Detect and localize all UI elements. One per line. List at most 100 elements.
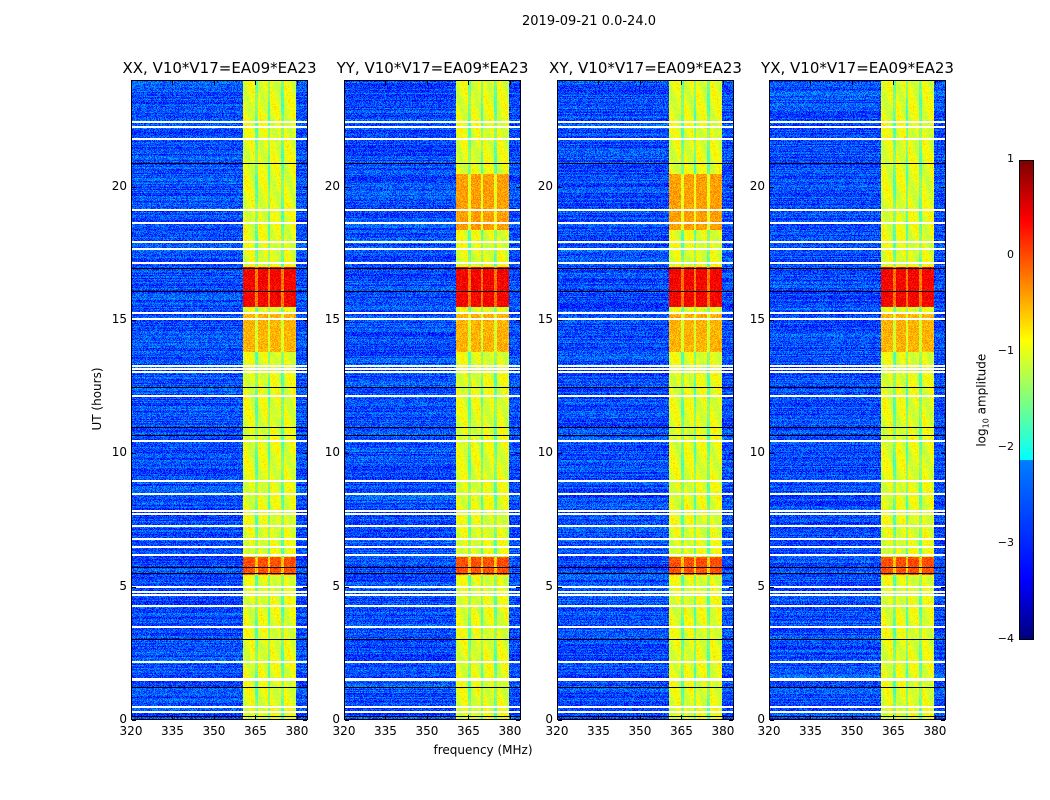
x-tick-label: 350 [840, 724, 864, 738]
heatmap-panel-3 [557, 80, 734, 720]
y-tick-label: 0 [545, 712, 553, 726]
x-tick-label: 380 [285, 724, 309, 738]
colorbar-tick-label: 0 [1007, 248, 1014, 261]
x-tick-label: 365 [457, 724, 480, 738]
y-tick-mark [770, 453, 774, 455]
x-tick-label: 320 [757, 724, 781, 738]
x-tick-mark [557, 715, 558, 719]
x-tick-mark [385, 715, 387, 719]
y-tick-mark [770, 586, 774, 588]
y-tick-mark [303, 320, 307, 321]
y-tick-mark [729, 186, 733, 188]
x-tick-mark [344, 715, 345, 719]
colorbar-tick-label: −2 [997, 440, 1014, 453]
x-tick-mark [255, 81, 257, 85]
colorbar-tick-label: −3 [997, 536, 1014, 549]
x-tick-mark [722, 715, 724, 719]
x-tick-mark [769, 81, 770, 85]
x-tick-mark [213, 715, 215, 719]
x-tick-mark [934, 81, 936, 85]
y-tick-label: 15 [537, 312, 553, 326]
y-tick-label: 0 [757, 712, 765, 726]
x-tick-mark [934, 715, 936, 719]
y-tick-label: 5 [332, 578, 340, 593]
heatmap-panel-4 [769, 80, 946, 720]
panel-title: YY, V10*V17=EA09*EA23 [336, 59, 529, 77]
y-tick-label: 10 [111, 445, 127, 460]
y-tick-mark [941, 586, 945, 588]
y-tick-label: 5 [119, 578, 127, 593]
x-tick-label: 365 [670, 724, 693, 738]
x-tick-mark [172, 715, 174, 719]
x-tick-mark [426, 715, 428, 719]
colorbar-tick-label: −1 [997, 344, 1014, 357]
colorbar-label-rest: amplitude [974, 353, 989, 419]
x-tick-mark [769, 715, 770, 719]
y-tick-mark [303, 586, 307, 588]
y-tick-label: 0 [332, 712, 340, 726]
x-tick-mark [131, 81, 132, 85]
panel-title: YX, V10*V17=EA09*EA23 [761, 59, 954, 77]
x-tick-label: 320 [119, 724, 143, 738]
x-tick-mark [509, 715, 511, 719]
y-tick-mark [729, 320, 733, 321]
y-tick-label: 20 [537, 178, 553, 193]
y-tick-mark [729, 453, 733, 455]
x-tick-label: 320 [545, 724, 569, 738]
y-tick-label: 15 [749, 312, 765, 326]
colorbar-label: log10 amplitude [974, 343, 990, 458]
colorbar [1019, 160, 1034, 640]
x-tick-label: 350 [415, 724, 439, 738]
y-tick-mark [516, 320, 520, 321]
colorbar-tick-label: 1 [1007, 152, 1014, 165]
y-tick-label: 15 [324, 312, 340, 326]
x-tick-mark [255, 715, 257, 719]
y-tick-mark [303, 186, 307, 188]
heatmap-panel-2 [344, 80, 521, 720]
y-tick-mark [770, 320, 774, 321]
y-tick-mark [132, 453, 136, 455]
y-tick-mark [132, 320, 136, 321]
x-tick-label: 350 [202, 724, 226, 738]
x-tick-mark [851, 715, 853, 719]
x-tick-label: 365 [882, 724, 905, 738]
heatmap-image [345, 81, 520, 719]
x-tick-mark [468, 715, 470, 719]
y-tick-mark [770, 720, 774, 721]
y-axis-label: UT (hours) [90, 367, 104, 431]
y-tick-mark [558, 453, 562, 455]
x-tick-mark [385, 81, 387, 85]
y-tick-mark [941, 453, 945, 455]
heatmap-image [770, 81, 945, 719]
y-tick-label: 20 [111, 178, 127, 193]
y-tick-mark [558, 720, 562, 721]
x-tick-mark [557, 81, 558, 85]
y-tick-mark [941, 720, 945, 721]
x-tick-mark [344, 81, 345, 85]
heatmap-image [558, 81, 733, 719]
y-tick-mark [729, 586, 733, 588]
x-tick-mark [598, 81, 600, 85]
x-tick-mark [639, 715, 641, 719]
y-tick-mark [345, 720, 349, 721]
y-tick-label: 10 [749, 445, 765, 460]
x-tick-label: 335 [799, 724, 822, 738]
x-tick-mark [213, 81, 215, 85]
y-tick-mark [558, 320, 562, 321]
x-tick-label: 335 [161, 724, 184, 738]
x-tick-mark [681, 715, 683, 719]
y-tick-label: 20 [324, 178, 340, 193]
colorbar-tick-label: −4 [997, 632, 1014, 645]
y-tick-mark [132, 586, 136, 588]
y-tick-mark [516, 586, 520, 588]
y-tick-mark [558, 186, 562, 188]
y-tick-mark [729, 720, 733, 721]
y-tick-mark [345, 453, 349, 455]
panel-title: XY, V10*V17=EA09*EA23 [549, 59, 742, 77]
heatmap-image [132, 81, 307, 719]
x-tick-label: 335 [587, 724, 610, 738]
y-tick-mark [516, 720, 520, 721]
y-tick-label: 5 [757, 578, 765, 593]
x-tick-mark [722, 81, 724, 85]
x-tick-mark [893, 715, 895, 719]
